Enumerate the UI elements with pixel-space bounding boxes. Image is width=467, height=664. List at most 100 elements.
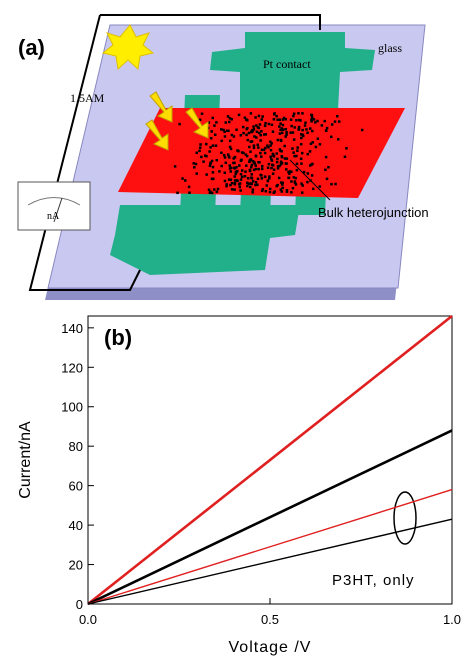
- dot: [286, 157, 289, 160]
- dot: [223, 154, 226, 157]
- dot: [334, 183, 337, 186]
- dot: [238, 164, 241, 167]
- dot: [253, 162, 256, 165]
- dot: [181, 177, 184, 180]
- dot: [252, 188, 255, 191]
- dot: [215, 144, 218, 147]
- dot: [247, 139, 250, 142]
- dot: [294, 182, 297, 185]
- dot: [195, 163, 198, 166]
- dot: [268, 123, 271, 126]
- dot: [311, 174, 314, 177]
- dot: [327, 166, 330, 169]
- dot: [212, 117, 215, 120]
- dot: [319, 143, 322, 146]
- dot: [295, 119, 298, 122]
- page: (a) Pt contact glass 1.5AM nA Bulk heter…: [0, 0, 467, 664]
- annotation: P3HT, only: [332, 572, 415, 589]
- dot: [287, 177, 290, 180]
- dot: [272, 164, 275, 167]
- dot: [331, 123, 334, 126]
- dot: [280, 160, 283, 163]
- dot: [239, 186, 242, 189]
- dot: [293, 138, 296, 141]
- dot: [251, 129, 254, 132]
- dot: [245, 153, 248, 156]
- dot: [213, 124, 216, 127]
- dot: [246, 119, 249, 122]
- dot: [338, 120, 341, 123]
- dot: [245, 164, 248, 167]
- dot: [229, 184, 232, 187]
- dot: [321, 124, 324, 127]
- dot: [279, 122, 282, 125]
- dot: [261, 190, 264, 193]
- dot: [293, 112, 296, 115]
- dot: [235, 166, 238, 169]
- dot: [336, 115, 339, 118]
- dot: [281, 132, 284, 135]
- dot: [241, 169, 244, 172]
- dot: [256, 131, 259, 134]
- dot: [330, 136, 333, 139]
- dot: [307, 172, 310, 175]
- dot: [269, 188, 272, 191]
- dot: [212, 178, 215, 181]
- dot: [250, 173, 253, 176]
- dot: [192, 162, 195, 165]
- dot: [259, 152, 262, 155]
- dot: [309, 127, 312, 130]
- dot: [268, 163, 271, 166]
- dot: [311, 163, 314, 166]
- dot: [250, 183, 253, 186]
- dot: [281, 190, 284, 193]
- dot: [201, 112, 204, 115]
- dot: [210, 137, 213, 140]
- dot: [198, 150, 201, 153]
- dot: [247, 177, 250, 180]
- dot: [200, 156, 203, 159]
- panel-label: (a): [18, 35, 45, 60]
- dot: [255, 181, 257, 184]
- dot: [212, 166, 215, 169]
- figure: (a) Pt contact glass 1.5AM nA Bulk heter…: [0, 0, 467, 664]
- dot: [265, 184, 268, 187]
- dot: [361, 129, 364, 132]
- dot: [261, 177, 264, 180]
- dot: [269, 144, 272, 147]
- dot: [301, 129, 304, 132]
- dot: [277, 139, 280, 142]
- dot: [300, 158, 303, 161]
- dot: [289, 131, 292, 134]
- dot: [281, 183, 284, 186]
- dot: [220, 140, 223, 143]
- y-tick-label: 80: [69, 439, 83, 454]
- dot: [258, 132, 261, 135]
- dot: [235, 129, 238, 132]
- dot: [240, 134, 243, 137]
- dot: [304, 124, 307, 127]
- y-tick-label: 140: [61, 321, 83, 336]
- dot: [267, 180, 270, 183]
- dot: [296, 149, 299, 152]
- dot: [290, 125, 293, 128]
- dot: [290, 180, 293, 183]
- dot: [248, 132, 251, 135]
- dot: [210, 130, 213, 133]
- dot: [296, 169, 299, 172]
- dot: [224, 156, 227, 159]
- dot: [313, 118, 316, 121]
- dot: [283, 145, 286, 148]
- dot: [238, 114, 241, 117]
- dot: [276, 158, 279, 161]
- dot: [257, 168, 260, 171]
- dot: [297, 112, 300, 115]
- dot: [188, 191, 191, 194]
- dot: [254, 116, 256, 119]
- y-tick-label: 120: [61, 360, 83, 375]
- dot: [241, 176, 244, 179]
- dot: [337, 138, 340, 141]
- dot: [220, 152, 223, 155]
- panel-label: (b): [104, 325, 132, 350]
- dot: [251, 164, 254, 167]
